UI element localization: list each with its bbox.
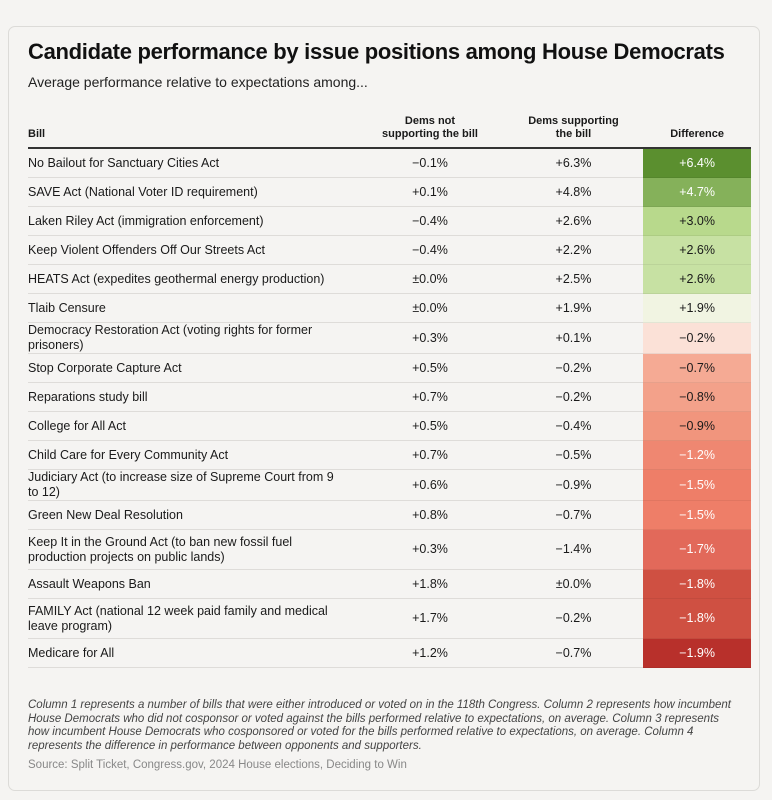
supporting-cell: −1.4% bbox=[503, 529, 644, 570]
difference-cell: −0.9% bbox=[643, 411, 751, 441]
not-supporting-cell: +1.2% bbox=[356, 638, 504, 668]
not-supporting-cell: −0.4% bbox=[356, 206, 504, 236]
not-supporting-cell: −0.1% bbox=[356, 148, 504, 178]
difference-cell: −0.8% bbox=[643, 382, 751, 412]
bill-cell: No Bailout for Sanctuary Cities Act bbox=[28, 148, 357, 178]
supporting-cell: +1.9% bbox=[503, 293, 644, 323]
difference-cell: −1.8% bbox=[643, 569, 751, 599]
difference-cell: +1.9% bbox=[643, 293, 751, 323]
bill-cell: FAMILY Act (national 12 week paid family… bbox=[28, 598, 357, 639]
not-supporting-cell: +0.6% bbox=[356, 469, 504, 501]
bill-cell: Reparations study bill bbox=[28, 382, 357, 412]
supporting-cell: −0.2% bbox=[503, 598, 644, 639]
supporting-cell: −0.2% bbox=[503, 353, 644, 383]
bill-cell: Tlaib Censure bbox=[28, 293, 357, 323]
difference-cell: −1.5% bbox=[643, 500, 751, 530]
data-table: Bill Dems not supporting the bill Dems s… bbox=[28, 115, 751, 668]
chart-title: Candidate performance by issue positions… bbox=[28, 39, 725, 64]
chart-card: Candidate performance by issue positions… bbox=[8, 26, 760, 791]
table-row: Medicare for All +1.2% −0.7% −1.9% bbox=[28, 638, 751, 668]
supporting-cell: +2.2% bbox=[503, 235, 644, 265]
footnote: Column 1 represents a number of bills th… bbox=[28, 699, 731, 752]
supporting-cell: −0.5% bbox=[503, 440, 644, 470]
not-supporting-cell: −0.4% bbox=[356, 235, 504, 265]
difference-cell: −1.5% bbox=[643, 469, 751, 501]
supporting-cell: ±0.0% bbox=[503, 569, 644, 599]
not-supporting-cell: +1.8% bbox=[356, 569, 504, 599]
bill-cell: College for All Act bbox=[28, 411, 357, 441]
bill-cell: SAVE Act (National Voter ID requirement) bbox=[28, 177, 357, 207]
difference-cell: −1.2% bbox=[643, 440, 751, 470]
not-supporting-cell: ±0.0% bbox=[356, 293, 504, 323]
table-row: Stop Corporate Capture Act +0.5% −0.2% −0.7… bbox=[28, 353, 751, 383]
source-note: Source: Split Ticket, Congress.gov, 2024… bbox=[28, 759, 407, 771]
difference-cell: +6.4% bbox=[643, 148, 751, 178]
not-supporting-cell: +0.5% bbox=[356, 353, 504, 383]
table-row: HEATS Act (expedites geothermal energy p… bbox=[28, 264, 751, 294]
bill-cell: Medicare for All bbox=[28, 638, 357, 668]
supporting-cell: +2.6% bbox=[503, 206, 644, 236]
difference-cell: +2.6% bbox=[643, 264, 751, 294]
difference-cell: −1.8% bbox=[643, 598, 751, 639]
column-header-bill: Bill bbox=[28, 115, 357, 149]
chart-subtitle: Average performance relative to expectat… bbox=[28, 74, 368, 90]
bill-cell: Child Care for Every Community Act bbox=[28, 440, 357, 470]
bill-cell: Democracy Restoration Act (voting rights… bbox=[28, 322, 357, 354]
not-supporting-cell: +1.7% bbox=[356, 598, 504, 639]
table-row: Tlaib Censure ±0.0% +1.9% +1.9% bbox=[28, 293, 751, 323]
table-row: No Bailout for Sanctuary Cities Act −0.1%… bbox=[28, 148, 751, 178]
header-row: Bill Dems not supporting the bill Dems s… bbox=[28, 115, 751, 149]
difference-cell: −1.7% bbox=[643, 529, 751, 570]
bill-cell: HEATS Act (expedites geothermal energy p… bbox=[28, 264, 357, 294]
not-supporting-cell: +0.7% bbox=[356, 382, 504, 412]
bill-cell: Assault Weapons Ban bbox=[28, 569, 357, 599]
not-supporting-cell: +0.8% bbox=[356, 500, 504, 530]
table-row: Reparations study bill +0.7% −0.2% −0.8% bbox=[28, 382, 751, 412]
bill-cell: Keep It in the Ground Act (to ban new fo… bbox=[28, 529, 357, 570]
supporting-cell: −0.2% bbox=[503, 382, 644, 412]
table-row: FAMILY Act (national 12 week paid family… bbox=[28, 598, 751, 639]
bill-cell: Keep Violent Offenders Off Our Streets A… bbox=[28, 235, 357, 265]
difference-cell: +4.7% bbox=[643, 177, 751, 207]
difference-cell: −0.7% bbox=[643, 353, 751, 383]
difference-cell: +3.0% bbox=[643, 206, 751, 236]
supporting-cell: +4.8% bbox=[503, 177, 644, 207]
bill-cell: Green New Deal Resolution bbox=[28, 500, 357, 530]
supporting-cell: +2.5% bbox=[503, 264, 644, 294]
not-supporting-cell: +0.3% bbox=[356, 529, 504, 570]
table-row: Democracy Restoration Act (voting rights… bbox=[28, 322, 751, 354]
bill-cell: Judiciary Act (to increase size of Supre… bbox=[28, 469, 357, 501]
column-header-difference: Difference bbox=[643, 115, 751, 149]
not-supporting-cell: ±0.0% bbox=[356, 264, 504, 294]
table-row: Keep It in the Ground Act (to ban new fo… bbox=[28, 529, 751, 570]
table-row: Keep Violent Offenders Off Our Streets A… bbox=[28, 235, 751, 265]
difference-cell: +2.6% bbox=[643, 235, 751, 265]
table-row: Green New Deal Resolution +0.8% −0.7% −1.5% bbox=[28, 500, 751, 530]
column-header-not-supporting: Dems not supporting the bill bbox=[356, 115, 504, 149]
supporting-cell: +6.3% bbox=[503, 148, 644, 178]
table-row: College for All Act +0.5% −0.4% −0.9% bbox=[28, 411, 751, 441]
table-row: SAVE Act (National Voter ID requirement)… bbox=[28, 177, 751, 207]
bill-cell: Laken Riley Act (immigration enforcement… bbox=[28, 206, 357, 236]
not-supporting-cell: +0.1% bbox=[356, 177, 504, 207]
supporting-cell: −0.7% bbox=[503, 500, 644, 530]
not-supporting-cell: +0.5% bbox=[356, 411, 504, 441]
not-supporting-cell: +0.3% bbox=[356, 322, 504, 354]
supporting-cell: −0.9% bbox=[503, 469, 644, 501]
table-row: Laken Riley Act (immigration enforcement… bbox=[28, 206, 751, 236]
not-supporting-cell: +0.7% bbox=[356, 440, 504, 470]
supporting-cell: −0.4% bbox=[503, 411, 644, 441]
table-row: Child Care for Every Community Act +0.7% −… bbox=[28, 440, 751, 470]
bill-cell: Stop Corporate Capture Act bbox=[28, 353, 357, 383]
difference-cell: −1.9% bbox=[643, 638, 751, 668]
table-row: Judiciary Act (to increase size of Supre… bbox=[28, 469, 751, 501]
column-header-supporting: Dems supporting the bill bbox=[503, 115, 644, 149]
supporting-cell: +0.1% bbox=[503, 322, 644, 354]
supporting-cell: −0.7% bbox=[503, 638, 644, 668]
table-row: Assault Weapons Ban +1.8% ±0.0% −1.8% bbox=[28, 569, 751, 599]
difference-cell: −0.2% bbox=[643, 322, 751, 354]
